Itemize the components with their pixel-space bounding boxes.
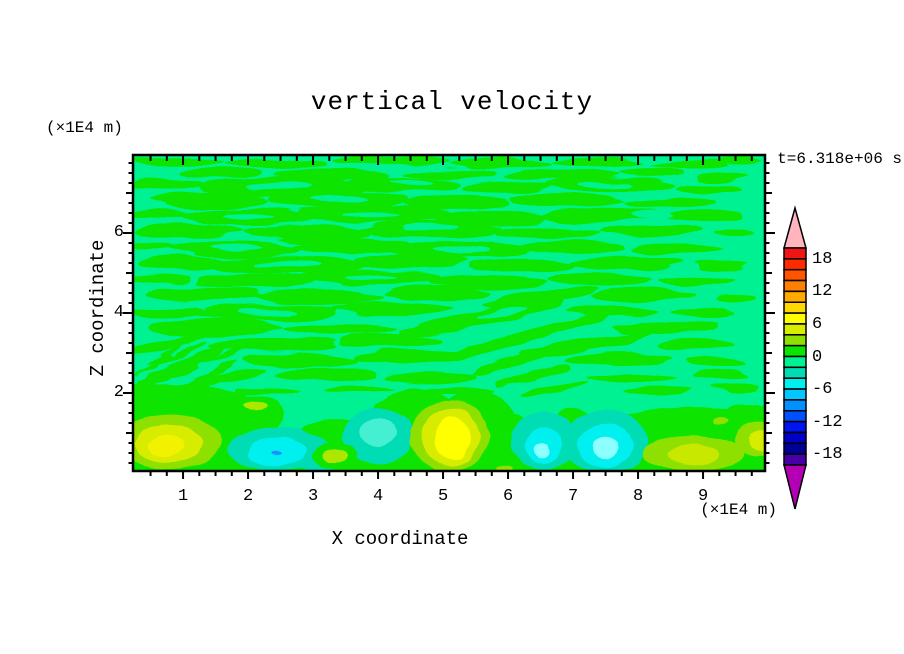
x-tick-label: 5 [437,487,449,506]
colorbar-box [783,290,807,304]
bottom-features [134,395,764,470]
time-annotation: t=6.318e+06 s [777,150,902,168]
streaks [134,156,762,398]
colorbar-box [783,420,807,434]
x-tick-label: 4 [372,487,384,506]
x-tick-label: 6 [502,487,514,506]
colorbar-label: -6 [812,380,833,400]
y-tick-label: 4 [113,303,124,322]
colorbar-box [783,399,807,412]
colorbar-box [783,410,807,423]
colorbar-box [783,323,807,336]
colorbar-box [783,312,807,325]
plot-border [131,153,767,473]
colorbar-label: 6 [812,314,823,334]
x-tick-label: 2 [242,487,254,506]
colorbar-label: -18 [812,445,843,465]
x-tick-label: 9 [697,487,709,506]
colorbar-box [783,366,807,379]
colorbar-label: -12 [812,412,843,432]
colorbar-box [783,268,807,282]
colorbar-arrow-down [783,464,807,510]
colorbar-arrow-up [783,205,807,249]
plot-title: vertical velocity [310,87,594,117]
colorbar-box [783,388,807,401]
y-axis-units: (×1E4 m) [46,119,123,137]
colorbar-label: 12 [812,282,833,302]
x-tick-label: 7 [567,487,579,506]
x-axis-title: X coordinate [331,528,469,550]
x-tick-label: 3 [307,487,319,506]
colorbar-label: 18 [812,249,833,269]
colorbar-box [783,442,807,455]
colorbar-box [783,258,807,271]
x-tick-label: 1 [177,487,189,506]
colorbar-box [783,247,807,260]
velocity-field [134,156,764,470]
colorbar-box [783,301,807,314]
colorbar-box [783,431,807,445]
x-tick-label: 8 [632,487,644,506]
colorbar-box [783,279,807,293]
colorbar-box [783,355,807,369]
colorbar-box [783,377,807,390]
y-tick-label: 6 [113,223,124,242]
x-axis-units: (×1E4 m) [700,501,777,519]
colorbar-box [783,344,807,358]
colorbar-box [783,334,807,347]
colorbar-box [783,453,807,466]
colorbar [783,205,807,510]
contour-plot [123,153,775,479]
colorbar-label: 0 [812,347,823,367]
y-tick-label: 2 [113,383,124,402]
